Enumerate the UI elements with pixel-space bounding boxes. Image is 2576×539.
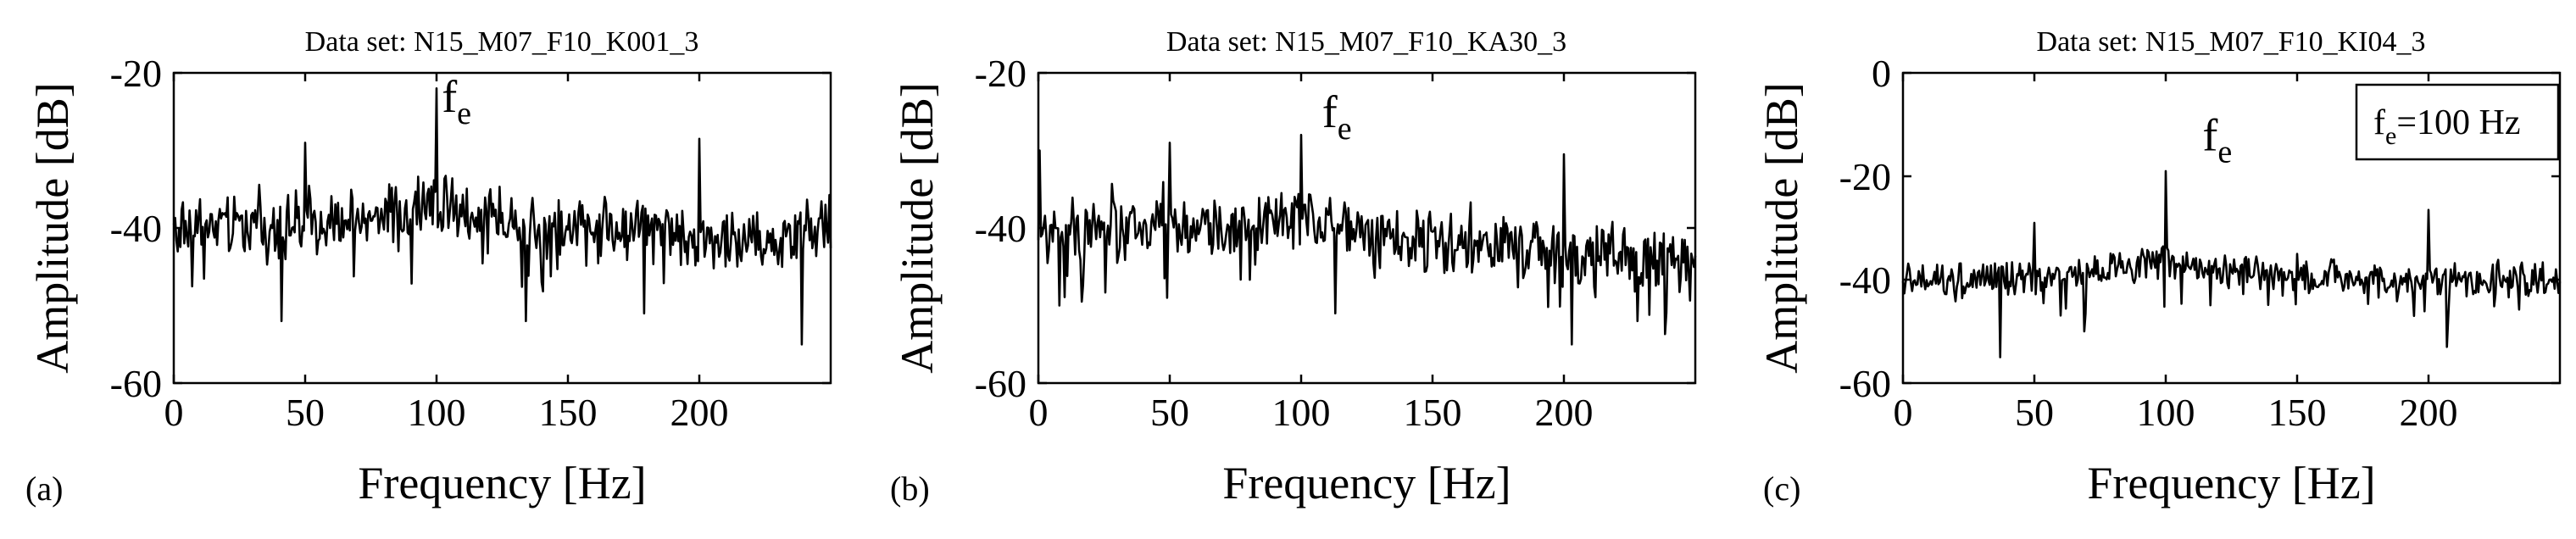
- y-tick-label: -20: [975, 52, 1027, 95]
- legend-text: fe=100 Hz: [2373, 103, 2521, 150]
- annotation-base: f: [2202, 110, 2217, 161]
- y-tick-label: -40: [1839, 258, 1891, 302]
- fe-annotation: fe: [442, 71, 471, 131]
- legend-box: [2355, 83, 2560, 161]
- annotation-base: f: [1322, 86, 1338, 137]
- legend-base: f: [2373, 103, 2385, 142]
- x-tick-label: 100: [2137, 391, 2195, 434]
- spectrum-line: [1901, 169, 2562, 358]
- x-tick-label: 200: [1535, 391, 1594, 434]
- annotation-sub: e: [1338, 111, 1352, 147]
- x-tick-label: 50: [2015, 391, 2054, 434]
- chart-title: Data set: N15_M07_F10_K001_3: [305, 26, 699, 58]
- y-tick-label: -20: [1839, 155, 1891, 198]
- annotation-sub: e: [457, 96, 471, 131]
- chart-title: Data set: N15_M07_F10_KA30_3: [1166, 26, 1566, 58]
- spectrum-line: [172, 87, 832, 346]
- plot-frame: [1901, 71, 2562, 385]
- annotation-sub: e: [2217, 135, 2232, 170]
- x-tick-label: 0: [1894, 391, 1913, 434]
- x-axis-label: Frequency [Hz]: [1222, 458, 1511, 508]
- panel-tag: (c): [1763, 470, 1800, 508]
- fe-annotation: fe: [1322, 86, 1352, 147]
- chart-panel-b: Data set: N15_M07_F10_KA30_3 0 50 100 150 200…: [890, 26, 1697, 508]
- legend-sub: e: [2385, 122, 2396, 150]
- x-tick-label: 150: [539, 391, 598, 434]
- y-axis-label: Amplitude [dB]: [27, 82, 78, 373]
- y-tick-label: -20: [110, 52, 162, 95]
- x-tick-label: 150: [2268, 391, 2327, 434]
- x-tick-label: 0: [164, 391, 184, 434]
- legend-value: =100 Hz: [2396, 103, 2520, 142]
- y-tick-label: -40: [975, 207, 1027, 250]
- x-tick-label: 200: [670, 391, 729, 434]
- x-tick-label: 200: [2400, 391, 2458, 434]
- x-tick-label: 0: [1029, 391, 1049, 434]
- chart-title: Data set: N15_M07_F10_KI04_3: [2037, 26, 2426, 58]
- y-axis-label: Amplitude [dB]: [1756, 82, 1807, 373]
- panel-tag: (a): [25, 470, 63, 508]
- x-tick-label: 50: [1150, 391, 1189, 434]
- y-tick-label: -60: [1839, 362, 1891, 405]
- y-tick-label: -60: [975, 362, 1027, 405]
- y-axis-label: Amplitude [dB]: [892, 82, 943, 373]
- chart-panel-a: Data set: N15_M07_F10_K001_3 0 50 100 150 200…: [25, 26, 832, 508]
- annotation-base: f: [442, 71, 457, 122]
- spectrum-line: [1037, 133, 1697, 346]
- x-axis-label: Frequency [Hz]: [2087, 458, 2375, 508]
- chart-panel-c: Data set: N15_M07_F10_KI04_3 0 50 100 150 200…: [1756, 26, 2562, 508]
- y-tick-label: -60: [110, 362, 162, 405]
- y-tick-label: -40: [110, 207, 162, 250]
- panel-tag: (b): [890, 470, 930, 508]
- x-tick-label: 50: [286, 391, 325, 434]
- y-tick-label: 0: [1872, 52, 1891, 95]
- fe-annotation: fe: [2202, 110, 2232, 170]
- x-tick-label: 150: [1404, 391, 1462, 434]
- legend: fe=100 Hz: [2355, 83, 2560, 161]
- x-tick-label: 100: [408, 391, 466, 434]
- x-tick-label: 100: [1272, 391, 1331, 434]
- x-axis-label: Frequency [Hz]: [358, 458, 646, 508]
